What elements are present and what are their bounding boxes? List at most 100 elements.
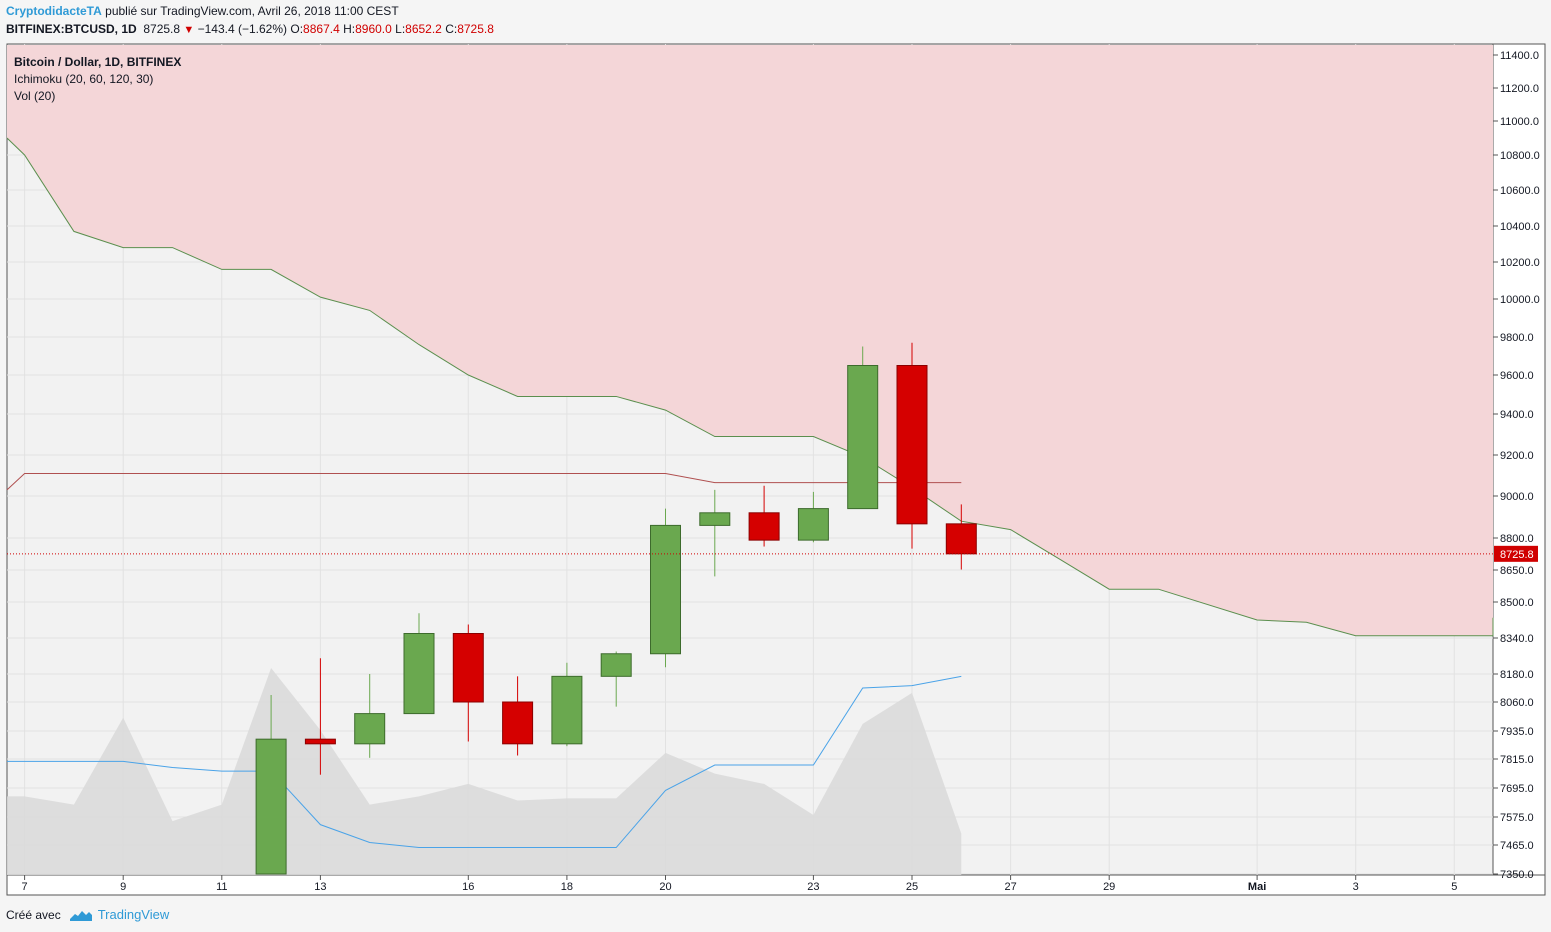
last-price: 8725.8 (143, 22, 181, 36)
price-tick-label: 7575.0 (1500, 812, 1534, 824)
price-axis[interactable] (1492, 43, 1546, 876)
legend-title: Bitcoin / Dollar, 1D, BITFINEX (14, 55, 182, 69)
time-tick-labels: 7 9 11 13 16 18 20 23 25 27 29 Mai 3 5 (22, 875, 1457, 893)
candle-body (551, 675, 583, 745)
time-tick-label: 18 (561, 881, 573, 893)
price-tick-label: 9800.0 (1500, 332, 1534, 344)
price-tick-label: 10400.0 (1500, 221, 1540, 233)
time-tick-label: Mai (1248, 881, 1266, 893)
candle (502, 676, 534, 756)
time-tick-label: 27 (1004, 881, 1016, 893)
time-tick-label: 5 (1451, 881, 1457, 893)
price-tick-labels: 11400.0 11200.0 11000.0 10800.0 10600.0 10400… (1493, 50, 1540, 881)
ichimoku-lines (6, 472, 962, 849)
price-tick-label: 8340.0 (1500, 633, 1534, 645)
author-link[interactable]: CryptodidacteTA (6, 4, 102, 18)
candle-body (847, 365, 879, 510)
price-tick-label: 7465.0 (1500, 840, 1534, 852)
candle-body (600, 653, 632, 677)
close-value: 8725.8 (457, 22, 494, 36)
candle (797, 491, 829, 543)
time-tick-label: 13 (314, 881, 326, 893)
tradingview-link[interactable]: TradingView (69, 907, 170, 922)
candle (354, 674, 386, 758)
candle-body (255, 738, 287, 875)
price-tick-label: 9400.0 (1500, 409, 1534, 421)
open-label: O: (290, 22, 304, 36)
candles (255, 342, 977, 875)
conversion-line (7, 675, 962, 849)
candle (896, 342, 928, 549)
candle (699, 489, 731, 577)
price-tick-label: 11400.0 (1500, 50, 1539, 62)
candle-body (748, 512, 780, 541)
candle (748, 485, 780, 547)
price-tick-label: 11000.0 (1500, 116, 1539, 128)
time-tick-label: 11 (216, 881, 227, 893)
candle (403, 613, 435, 715)
published-text: publié sur TradingView.com, Avril 26, 20… (105, 4, 399, 18)
price-change: −143.4 (−1.62%) (197, 22, 288, 36)
high-label: H: (343, 22, 356, 36)
time-axis[interactable] (6, 874, 1546, 896)
symbol-line: BITFINEX:BTCUSD, 1D 8725.8 ▼ −143.4 (−1.… (6, 22, 494, 36)
legend-volume[interactable]: Vol (20) (14, 89, 56, 103)
time-tick-label: 23 (807, 881, 819, 893)
high-value: 8960.0 (355, 22, 392, 36)
price-tick-label: 8060.0 (1500, 697, 1534, 709)
candle (650, 508, 681, 668)
candle-body (797, 508, 829, 541)
price-tick-label: 8500.0 (1500, 597, 1534, 609)
leading-span-line (6, 137, 1494, 637)
candle (304, 658, 336, 775)
close-label: C: (445, 22, 458, 36)
price-tick-label: 8650.0 (1500, 565, 1534, 577)
created-with-label: Créé avec (6, 907, 61, 922)
time-tick-label: 7 (22, 881, 28, 893)
candle-body (699, 512, 731, 526)
price-tick-label: 9600.0 (1500, 370, 1534, 382)
price-tick-label: 10800.0 (1500, 150, 1540, 162)
time-tick-label: 29 (1103, 881, 1115, 893)
volume-fill (7, 668, 962, 875)
tradingview-brand: TradingView (97, 907, 170, 922)
legend-ichimoku[interactable]: Ichimoku (20, 60, 120, 30) (14, 72, 154, 86)
candle-body (354, 713, 386, 745)
candle (847, 346, 879, 510)
price-tick-label: 7935.0 (1500, 726, 1534, 738)
candle-body (945, 523, 977, 555)
cloud-fill (7, 45, 1493, 636)
base-line (6, 472, 962, 491)
candle-body (403, 633, 435, 715)
price-tick-label: 8800.0 (1500, 533, 1534, 545)
last-price-marker: 8725.8 (7, 545, 1538, 562)
time-tick-label: 20 (659, 881, 671, 893)
footer: Créé avec TradingView (6, 907, 169, 922)
candle-body (502, 701, 534, 745)
symbol-name: BITFINEX:BTCUSD, 1D (6, 22, 137, 36)
time-tick-label: 3 (1353, 881, 1359, 893)
chart-legend: Bitcoin / Dollar, 1D, BITFINEX Ichimoku … (14, 54, 181, 105)
candle (600, 651, 632, 707)
candle-body (452, 633, 484, 703)
price-tick-label: 7350.0 (1500, 869, 1534, 881)
price-tick-label: 8180.0 (1500, 669, 1534, 681)
candle (452, 624, 484, 742)
volume-area (7, 668, 962, 875)
tradingview-logo-icon (69, 910, 92, 921)
open-value: 8867.4 (303, 22, 340, 36)
down-arrow-icon: ▼ (183, 24, 195, 36)
candle-body (896, 365, 928, 525)
time-tick-label: 25 (906, 881, 918, 893)
price-tick-label: 9200.0 (1500, 450, 1534, 462)
low-label: L: (395, 22, 406, 36)
last-price-tag (1494, 545, 1538, 562)
price-tick-label: 7695.0 (1500, 783, 1534, 795)
price-tick-label: 7815.0 (1500, 754, 1534, 766)
time-tick-label: 9 (120, 881, 126, 893)
low-value: 8652.2 (405, 22, 442, 36)
ichimoku-cloud (6, 45, 1494, 637)
candle-body (304, 738, 336, 745)
candle (255, 695, 287, 875)
